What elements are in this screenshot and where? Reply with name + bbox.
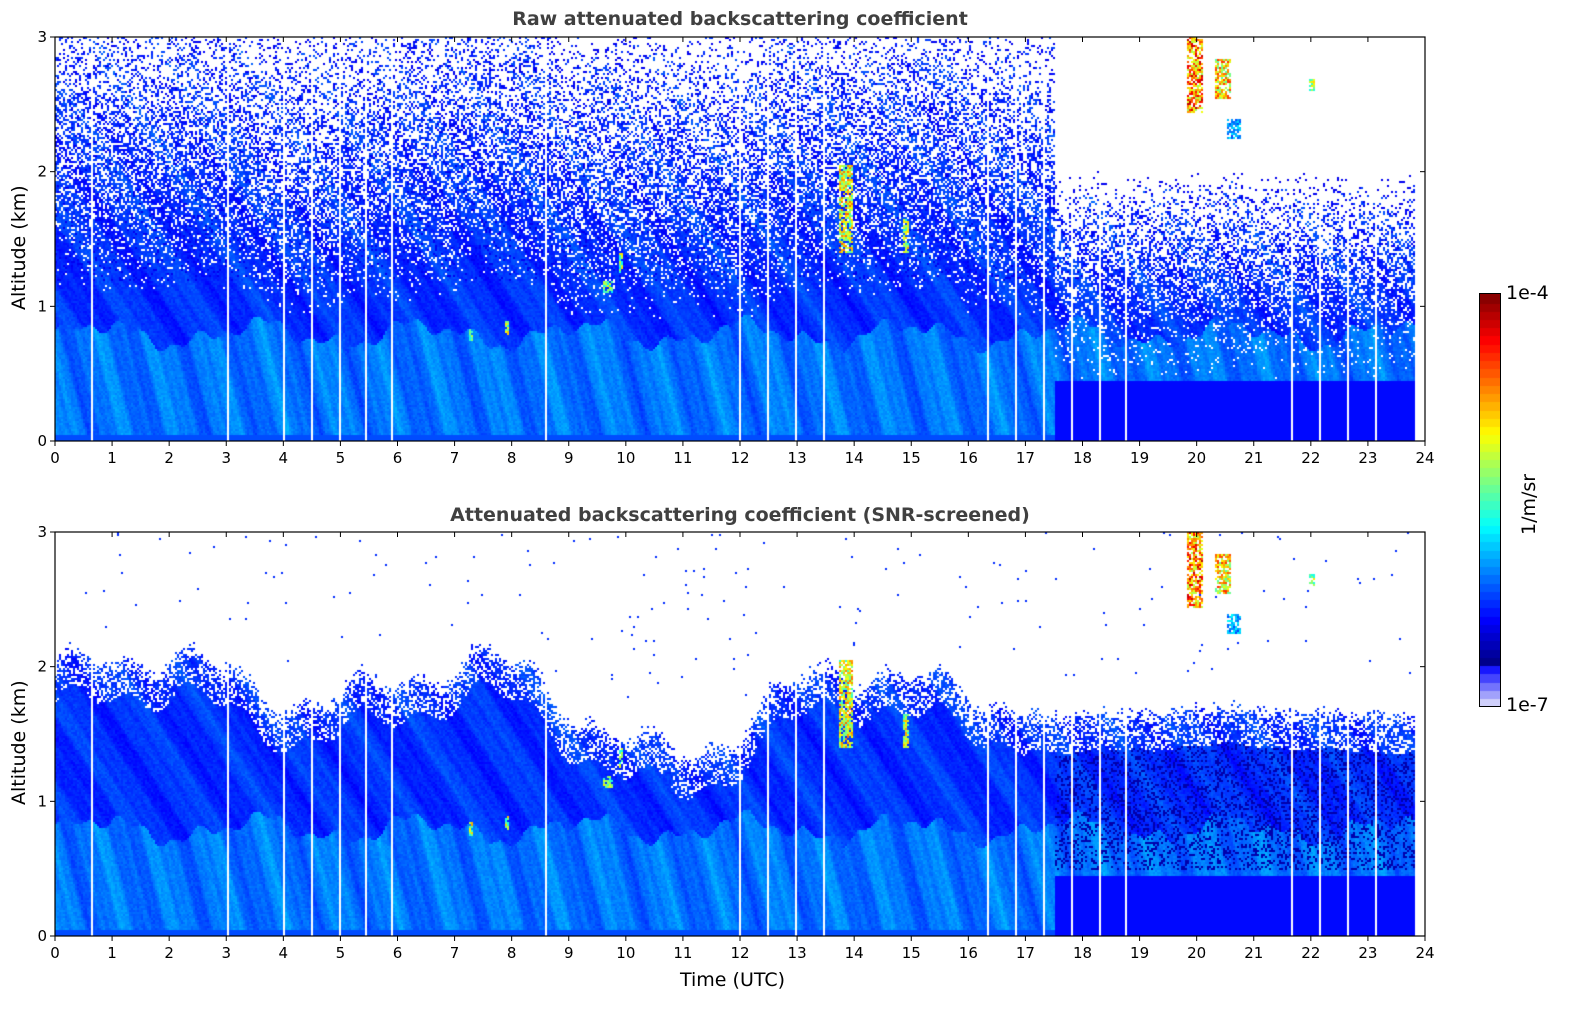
x-tick-label: 13: [788, 944, 807, 962]
x-tick-label: 6: [393, 944, 403, 962]
x-tick-label: 23: [1358, 944, 1377, 962]
plot-frame: [54, 531, 1426, 937]
bottom-chart-title: Attenuated backscattering coefficient (S…: [450, 504, 1030, 526]
y-tick-label: 3: [37, 28, 47, 46]
x-tick-label: 17: [1016, 944, 1035, 962]
x-tick-label: 11: [673, 944, 692, 962]
x-tick-label: 16: [959, 944, 978, 962]
y-tick-label: 0: [37, 432, 47, 450]
bottom-heatmap: [55, 532, 1425, 936]
x-tick-label: 19: [1130, 449, 1149, 467]
x-tick-label: 21: [1244, 944, 1263, 962]
x-tick-label: 8: [507, 449, 517, 467]
x-tick-label: 5: [336, 944, 346, 962]
x-tick-label: 15: [902, 449, 921, 467]
x-tick-label: 2: [164, 944, 174, 962]
x-tick-label: 20: [1187, 944, 1206, 962]
x-tick-label: 7: [450, 944, 460, 962]
x-tick-label: 9: [564, 944, 574, 962]
top-heatmap: [55, 37, 1425, 441]
x-tick-label: 21: [1244, 449, 1263, 467]
x-tick-label: 10: [616, 944, 635, 962]
x-tick-label: 12: [730, 449, 749, 467]
y-tick-label: 1: [37, 297, 47, 315]
x-tick-label: 0: [50, 449, 60, 467]
x-tick-label: 17: [1016, 449, 1035, 467]
x-tick-label: 13: [788, 449, 807, 467]
x-tick-label: 5: [336, 449, 346, 467]
x-tick-label: 19: [1130, 944, 1149, 962]
x-tick-label: 7: [450, 449, 460, 467]
top-chart-title: Raw attenuated backscattering coefficien…: [512, 8, 968, 30]
x-tick-label: 11: [673, 449, 692, 467]
x-tick-label: 2: [164, 449, 174, 467]
x-tick-label: 1: [107, 449, 117, 467]
x-tick-label: 18: [1073, 944, 1092, 962]
x-tick-label: 8: [507, 944, 517, 962]
x-tick-label: 24: [1415, 944, 1434, 962]
x-tick-label: 22: [1301, 944, 1320, 962]
colorbar-max-label: 1e-4: [1506, 282, 1549, 304]
y-tick-label: 2: [37, 658, 47, 676]
x-tick-label: 4: [279, 944, 289, 962]
x-tick-label: 12: [730, 944, 749, 962]
x-tick-label: 23: [1358, 449, 1377, 467]
x-tick-label: 15: [902, 944, 921, 962]
x-tick-label: 20: [1187, 449, 1206, 467]
x-tick-label: 3: [221, 449, 231, 467]
x-tick-label: 22: [1301, 449, 1320, 467]
y-tick-label: 1: [37, 792, 47, 810]
x-tick-label: 6: [393, 449, 403, 467]
y-tick-label: 0: [37, 927, 47, 945]
y-tick-label: 3: [37, 523, 47, 541]
plot-frame: [54, 36, 1426, 442]
colorbar: [1479, 293, 1501, 707]
x-tick-label: 18: [1073, 449, 1092, 467]
x-tick-label: 14: [845, 449, 864, 467]
x-tick-label: 0: [50, 944, 60, 962]
x-tick-label: 4: [279, 449, 289, 467]
x-axis-label: Time (UTC): [680, 969, 786, 991]
x-tick-label: 9: [564, 449, 574, 467]
x-tick-label: 3: [221, 944, 231, 962]
colorbar-min-label: 1e-7: [1506, 694, 1549, 716]
bottom-y-axis-label: Altitude (km): [8, 680, 30, 805]
x-tick-label: 14: [845, 944, 864, 962]
x-tick-label: 10: [616, 449, 635, 467]
y-tick-label: 2: [37, 163, 47, 181]
colorbar-unit-label: 1/m/sr: [1518, 473, 1540, 535]
x-tick-label: 1: [107, 944, 117, 962]
x-tick-label: 24: [1415, 449, 1434, 467]
x-tick-label: 16: [959, 449, 978, 467]
top-y-axis-label: Altitude (km): [8, 185, 30, 310]
